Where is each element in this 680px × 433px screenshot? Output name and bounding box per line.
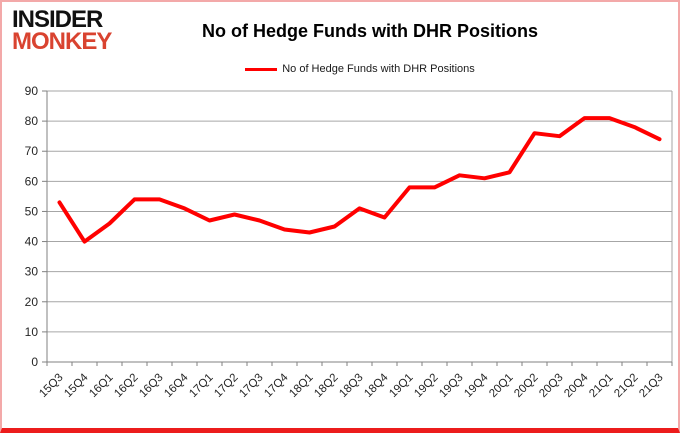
- data-line-series: [57, 116, 662, 244]
- x-axis-label: 19Q4: [462, 371, 491, 400]
- legend-label: No of Hedge Funds with DHR Positions: [282, 63, 475, 75]
- x-axis-label: 20Q3: [537, 372, 565, 400]
- x-axis-label: 15Q3: [37, 372, 65, 400]
- chart-title: No of Hedge Funds with DHR Positions: [202, 21, 538, 41]
- x-axis-label: 21Q2: [612, 372, 640, 400]
- x-axis-label: 18Q2: [312, 372, 340, 400]
- chart-legend: No of Hedge Funds with DHR Positions: [42, 63, 678, 75]
- y-axis-label: 40: [25, 235, 39, 249]
- logo-text-monkey: MONKEY: [12, 28, 112, 56]
- x-axis-label: 15Q4: [62, 371, 91, 400]
- x-axis-label: 19Q1: [387, 372, 415, 400]
- x-axis-label: 18Q4: [362, 371, 391, 400]
- x-axis-label: 21Q1: [587, 372, 615, 400]
- y-axis-label: 60: [25, 174, 39, 188]
- x-axis-label: 20Q4: [562, 371, 591, 400]
- insider-monkey-logo: INSIDER MONKEY: [12, 6, 112, 56]
- x-axis-label: 16Q4: [162, 371, 191, 400]
- y-axis-label: 70: [25, 144, 39, 158]
- x-axis-label: 19Q3: [437, 372, 465, 400]
- x-axis-label: 20Q1: [487, 372, 515, 400]
- x-axis-label: 17Q2: [212, 372, 240, 400]
- x-axis-label: 16Q1: [87, 372, 115, 400]
- x-axis-label: 16Q3: [137, 372, 165, 400]
- x-axis-label: 18Q3: [337, 372, 365, 400]
- x-axis-label: 17Q3: [237, 372, 265, 400]
- y-axis-label: 20: [25, 295, 39, 309]
- logo-text-insider: INSIDER: [12, 6, 103, 33]
- y-axis-label: 90: [25, 84, 39, 98]
- x-axis-label: 18Q1: [287, 372, 315, 400]
- y-axis-label: 80: [25, 114, 39, 128]
- x-axis-label: 17Q1: [187, 372, 215, 400]
- x-axis-label: 17Q4: [262, 371, 291, 400]
- legend-line-swatch-icon: [245, 67, 278, 71]
- y-axis-label: 50: [25, 204, 39, 218]
- x-axis-label: 16Q2: [112, 372, 140, 400]
- y-axis-label: 10: [25, 325, 39, 339]
- x-axis-label: 21Q3: [637, 372, 665, 400]
- y-axis-label: 30: [25, 265, 39, 279]
- x-axis-label: 19Q2: [412, 372, 440, 400]
- x-axis-label: 20Q2: [512, 372, 540, 400]
- y-axis-label: 0: [31, 355, 38, 369]
